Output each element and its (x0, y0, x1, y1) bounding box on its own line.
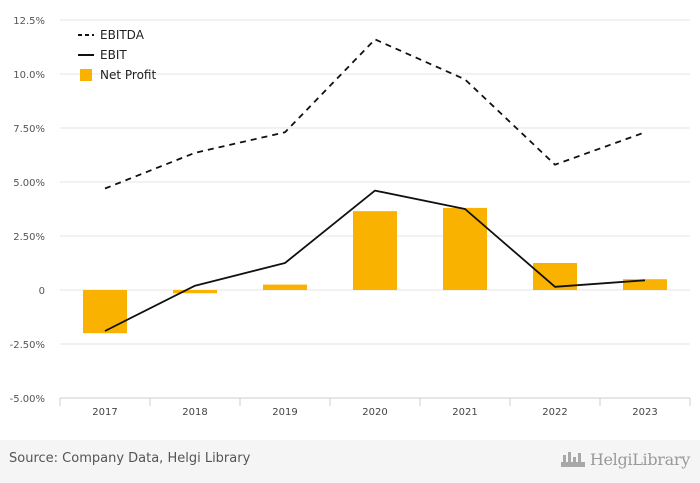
net-profit-bar (353, 211, 397, 290)
y-tick-label: 2.50% (13, 232, 45, 243)
net-profit-bar (83, 290, 127, 334)
ebit-line (104, 189, 646, 332)
net-profit-bar (443, 207, 487, 290)
footer: Source: Company Data, Helgi Library Helg… (0, 440, 700, 483)
x-tick-label: 2018 (182, 407, 207, 418)
x-tick-label: 2022 (542, 407, 567, 418)
source-note: Source: Company Data, Helgi Library (9, 451, 251, 466)
y-tick-label: 7.50% (13, 124, 45, 135)
ebitda-line (104, 38, 646, 190)
x-axis: 2017 2018 2019 2020 2021 2022 2023 (59, 397, 691, 418)
net-profit-bar (623, 279, 667, 290)
y-tick-label: 10.0% (13, 70, 45, 81)
x-tick-label: 2023 (632, 407, 657, 418)
y-tick-label: -5.00% (10, 394, 45, 405)
line-series (104, 38, 646, 332)
legend: EBITDA EBIT Net Profit (78, 28, 156, 82)
y-axis-ticks: 12.5% 10.0% 7.50% 5.00% 2.50% 0 -2.50% -5.00% (10, 16, 45, 405)
x-tick-label: 2021 (452, 407, 477, 418)
legend-label: Net Profit (100, 68, 156, 82)
x-tick-label: 2020 (362, 407, 387, 418)
net-profit-bar (173, 290, 217, 294)
y-tick-label: 12.5% (13, 16, 45, 27)
brand-name: HelgiLibrary (589, 449, 690, 469)
library-logo-icon (560, 452, 585, 467)
x-tick-label: 2017 (92, 407, 117, 418)
net-profit-bars (83, 207, 667, 334)
legend-label: EBITDA (100, 28, 145, 42)
y-tick-label: 0 (39, 286, 45, 297)
brand: HelgiLibrary (560, 449, 690, 469)
legend-swatch-net-profit (80, 69, 92, 81)
legend-label: EBIT (100, 48, 127, 62)
net-profit-bar (263, 284, 307, 290)
x-tick-label: 2019 (272, 407, 297, 418)
y-tick-label: -2.50% (10, 340, 45, 351)
y-tick-label: 5.00% (13, 178, 45, 189)
